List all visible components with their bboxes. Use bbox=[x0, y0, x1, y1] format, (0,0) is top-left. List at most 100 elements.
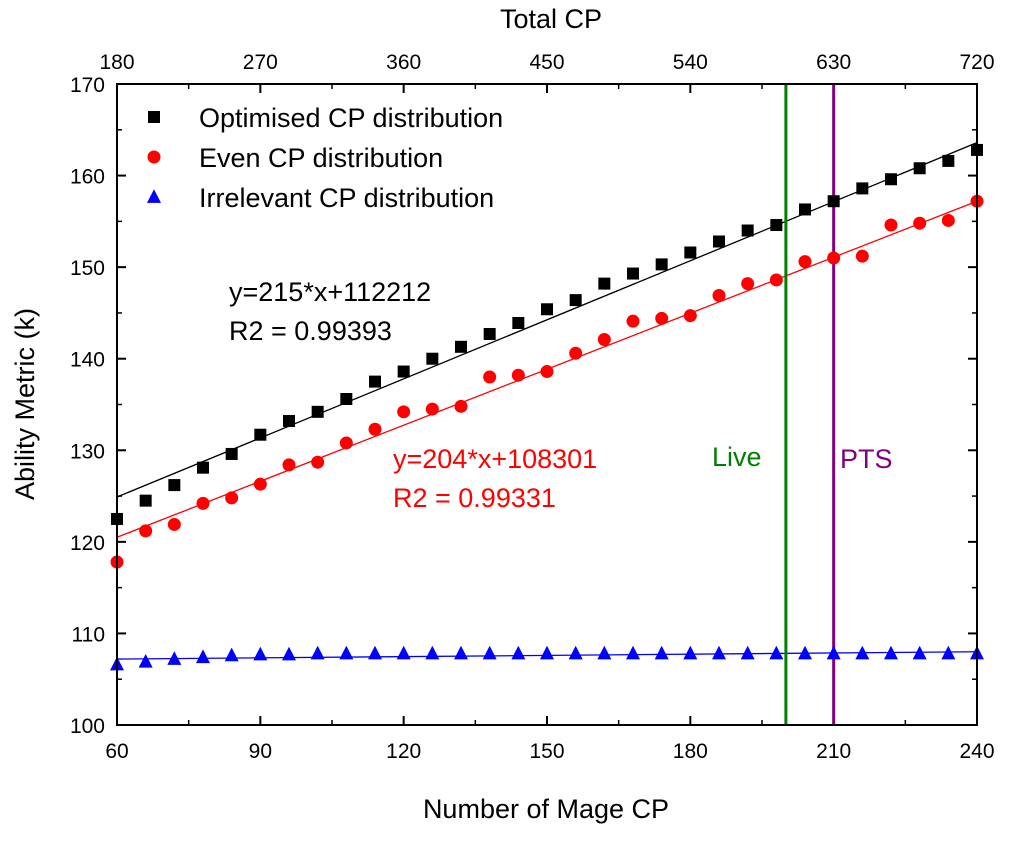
data-point bbox=[626, 314, 640, 328]
data-point bbox=[655, 258, 668, 271]
legend-label: Optimised CP distribution bbox=[199, 103, 503, 133]
legend: Optimised CP distribution Even CP distrib… bbox=[147, 103, 503, 213]
data-point bbox=[197, 461, 209, 474]
data-point bbox=[770, 219, 783, 232]
data-point bbox=[454, 645, 468, 660]
data-point bbox=[512, 317, 525, 330]
y-tick-label: 160 bbox=[70, 166, 105, 189]
data-point bbox=[712, 645, 726, 660]
plot-background bbox=[117, 84, 977, 725]
data-point bbox=[368, 422, 382, 436]
y-tick-label: 130 bbox=[70, 440, 105, 463]
y-tick-label: 170 bbox=[70, 74, 105, 97]
even-fit-equation: y=204*x+108301 bbox=[393, 444, 597, 474]
data-point bbox=[455, 340, 467, 353]
data-point bbox=[655, 311, 669, 325]
data-point bbox=[454, 399, 468, 413]
data-point bbox=[683, 645, 698, 660]
data-point bbox=[311, 405, 324, 418]
x2-tick-label: 630 bbox=[816, 51, 851, 74]
data-points bbox=[110, 143, 984, 671]
data-point bbox=[941, 645, 956, 660]
plot-frame bbox=[116, 83, 978, 726]
data-point bbox=[597, 645, 612, 660]
even-fit-r2: R2 = 0.99331 bbox=[393, 483, 556, 513]
live-label: Live bbox=[712, 442, 762, 472]
data-point bbox=[942, 154, 955, 167]
y-tick-label: 140 bbox=[70, 349, 105, 372]
data-point bbox=[856, 182, 869, 195]
data-point bbox=[224, 647, 239, 662]
data-point bbox=[855, 249, 869, 263]
x-tick-label: 90 bbox=[249, 740, 272, 763]
x2-tick-label: 180 bbox=[99, 51, 134, 74]
data-point bbox=[740, 645, 755, 660]
legend-label: Even CP distribution bbox=[199, 143, 443, 173]
data-point bbox=[941, 213, 955, 227]
data-point bbox=[225, 447, 238, 460]
vertical-lines bbox=[784, 84, 836, 725]
data-point bbox=[283, 414, 295, 427]
data-point bbox=[684, 246, 697, 259]
data-point bbox=[568, 645, 583, 660]
data-point bbox=[368, 645, 382, 660]
data-point bbox=[254, 428, 267, 441]
data-point bbox=[683, 309, 697, 323]
data-point bbox=[225, 491, 239, 505]
data-point bbox=[827, 195, 840, 208]
data-point bbox=[425, 402, 439, 416]
legend-marker bbox=[147, 150, 161, 164]
legend-marker bbox=[148, 111, 160, 123]
data-point bbox=[282, 646, 296, 661]
data-point bbox=[769, 645, 784, 660]
x2-tick-label: 540 bbox=[673, 51, 708, 74]
data-point bbox=[569, 346, 583, 360]
data-point bbox=[912, 645, 927, 660]
pts-label: PTS bbox=[840, 444, 893, 474]
data-point bbox=[311, 455, 325, 469]
x-tick-label: 150 bbox=[529, 740, 564, 763]
data-point bbox=[741, 224, 754, 237]
data-point bbox=[799, 203, 811, 216]
data-point bbox=[253, 646, 268, 661]
data-point bbox=[253, 477, 267, 491]
optimised-fit-r2: R2 = 0.99393 bbox=[229, 316, 392, 346]
data-point bbox=[597, 332, 611, 346]
data-point bbox=[598, 277, 611, 290]
optimised-fit-equation: y=215*x+112212 bbox=[229, 277, 431, 307]
data-point bbox=[396, 645, 411, 660]
data-point bbox=[627, 267, 639, 280]
data-point bbox=[913, 216, 927, 230]
data-point bbox=[310, 645, 325, 660]
data-point bbox=[741, 277, 755, 291]
data-point bbox=[397, 365, 410, 378]
data-point bbox=[541, 303, 553, 316]
data-point bbox=[769, 273, 783, 287]
data-point bbox=[884, 218, 898, 232]
data-point bbox=[798, 645, 812, 660]
x-axis-title: Number of Mage CP bbox=[423, 794, 669, 824]
data-point bbox=[425, 645, 440, 660]
data-point bbox=[511, 645, 526, 660]
x-tick-label: 60 bbox=[105, 740, 128, 763]
legend-label: Irrelevant CP distribution bbox=[199, 183, 494, 213]
data-point bbox=[196, 496, 210, 510]
x-tick-label: 120 bbox=[386, 740, 421, 763]
data-point bbox=[167, 517, 181, 531]
tick-labels: 60 90 120 150 180 210 240 180 270 360 450 540 630 720… bbox=[70, 51, 995, 763]
x2-tick-label: 450 bbox=[529, 51, 564, 74]
x-tick-label: 210 bbox=[816, 740, 851, 763]
data-point bbox=[138, 654, 153, 668]
x2-axis-title: Total CP bbox=[500, 4, 602, 34]
data-point bbox=[139, 494, 152, 507]
data-point bbox=[282, 458, 296, 472]
data-point bbox=[482, 645, 497, 660]
y-tick-label: 110 bbox=[72, 623, 105, 646]
data-point bbox=[884, 645, 898, 660]
data-point bbox=[369, 375, 381, 388]
data-point bbox=[426, 352, 439, 365]
y-tick-label: 150 bbox=[70, 257, 105, 280]
data-point bbox=[569, 294, 582, 307]
data-point bbox=[654, 645, 669, 660]
data-point bbox=[712, 289, 726, 303]
